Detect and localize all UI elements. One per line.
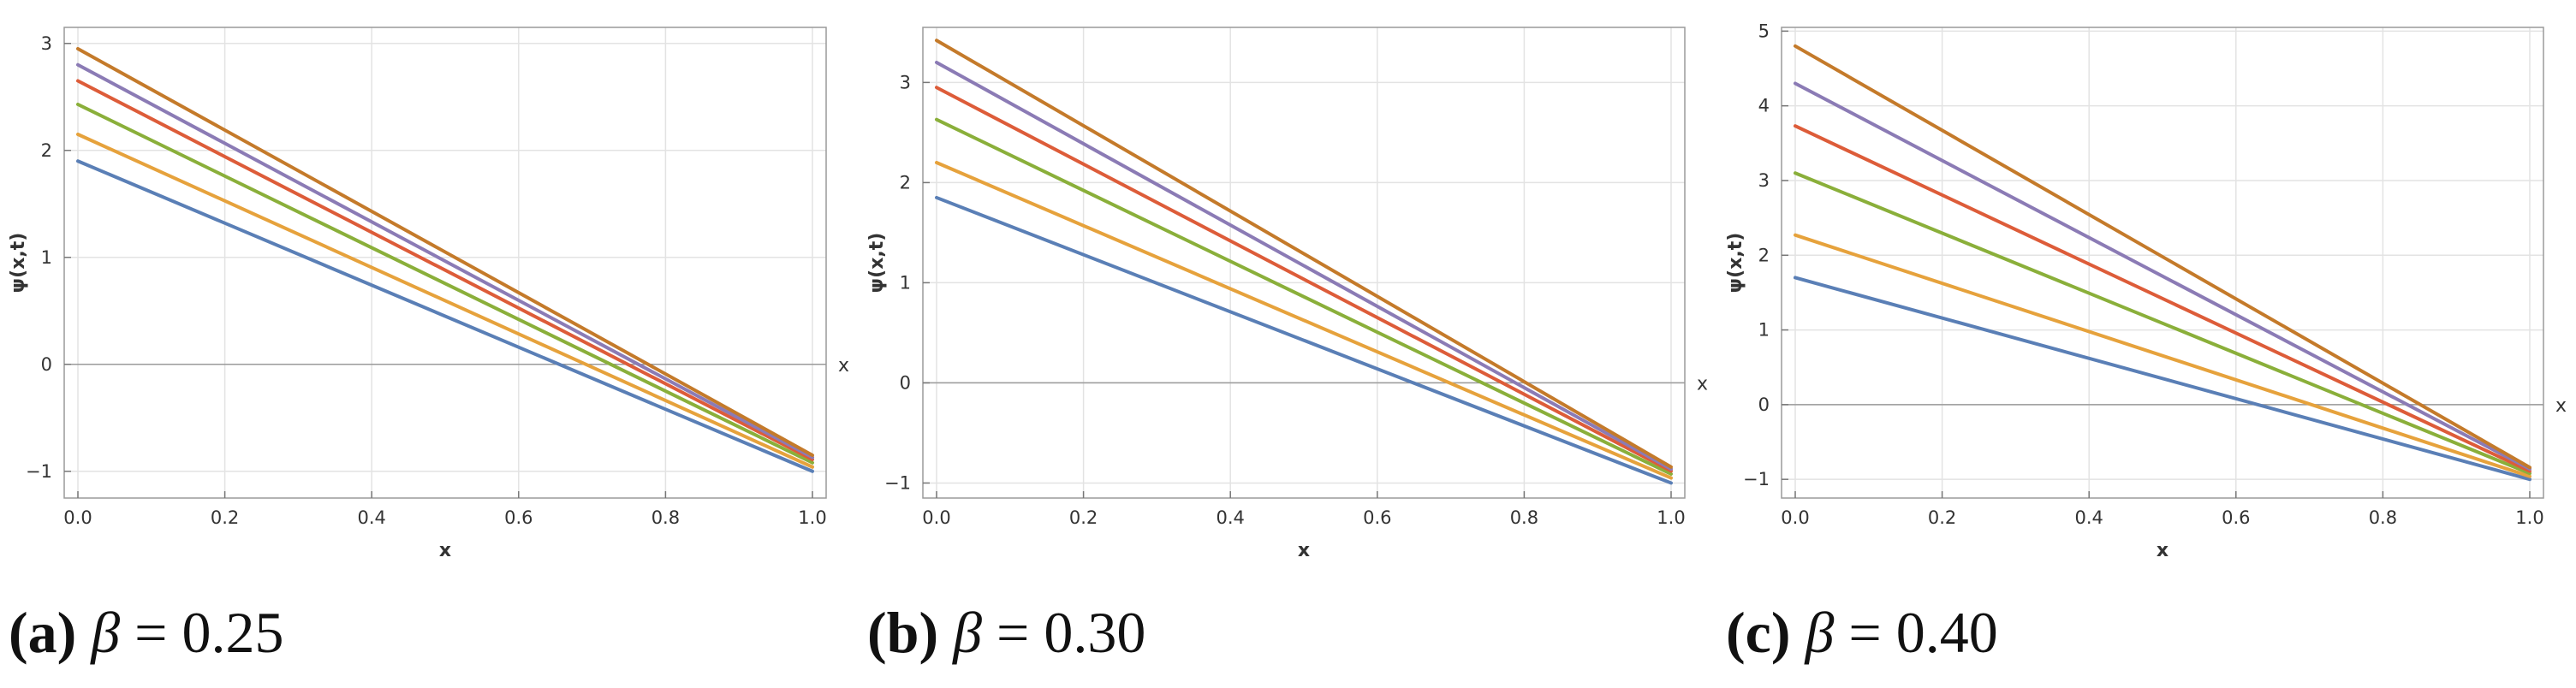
x-tick-label-1: 0.2 xyxy=(1928,507,1956,528)
caption-b-value: = 0.30 xyxy=(981,600,1146,665)
x-tick-label-0: 0.0 xyxy=(922,507,950,528)
x-tick-label-4: 0.8 xyxy=(2369,507,2397,528)
x-axis-end-label: x xyxy=(838,355,849,377)
y-tick-label-1: 0 xyxy=(1758,394,1770,415)
x-tick-label-1: 0.2 xyxy=(1069,507,1098,528)
y-tick-label-1: 0 xyxy=(41,354,52,375)
chart-c: 0.0 0.2 0.4 0.6 0.8 1.0 −1 0 1 2 3 4 5 x x ψ(x,t) xyxy=(1725,21,2567,561)
y-tick-label-2: 1 xyxy=(900,272,911,293)
caption-c: (c) β = 0.40 xyxy=(1726,599,1998,667)
caption-c-value: = 0.40 xyxy=(1834,600,1998,665)
series-line-2 xyxy=(1794,171,2531,476)
series-line-1 xyxy=(935,160,1673,480)
plot-frame xyxy=(922,27,1686,499)
caption-c-label: (c) xyxy=(1726,600,1791,665)
x-tick-label-0: 0.0 xyxy=(1781,507,1809,528)
series-line-5 xyxy=(76,47,814,457)
y-tick-label-3: 2 xyxy=(900,172,911,193)
series-line-0 xyxy=(1794,276,2531,482)
series-line-5 xyxy=(1794,44,2531,470)
x-axis-end-label: x xyxy=(1697,373,1708,394)
x-tick-label-1: 0.2 xyxy=(211,507,239,528)
series-line-4 xyxy=(1794,81,2531,471)
series-line-5 xyxy=(935,39,1673,469)
x-tick-label-2: 0.4 xyxy=(1216,507,1244,528)
plot-frame xyxy=(63,27,827,499)
caption-b: (b) β = 0.30 xyxy=(867,599,1145,667)
chart-panel-a: 0.0 0.2 0.4 0.6 0.8 1.0 −1 0 1 2 3 x x ψ(x,t) (a) β =… xyxy=(0,0,859,688)
x-tick-label-5: 1.0 xyxy=(2515,507,2543,528)
chart-b: 0.0 0.2 0.4 0.6 0.8 1.0 −1 0 1 2 3 x x ψ(x,t) xyxy=(866,27,1708,561)
caption-b-beta: β xyxy=(953,600,982,665)
y-axis-label: ψ(x,t) xyxy=(8,233,29,294)
chart-panel-b: 0.0 0.2 0.4 0.6 0.8 1.0 −1 0 1 2 3 x x ψ(x,t) (b) β =… xyxy=(859,0,1717,688)
plot-frame xyxy=(1781,27,2544,499)
x-axis-label: x xyxy=(2157,540,2168,561)
caption-c-beta: β xyxy=(1805,600,1835,665)
y-tick-label-4: 3 xyxy=(41,33,52,54)
series-line-2 xyxy=(76,103,814,465)
y-tick-label-0: −1 xyxy=(26,461,52,482)
y-tick-label-1: 0 xyxy=(900,372,911,393)
y-tick-label-6: 5 xyxy=(1758,21,1770,41)
x-tick-label-3: 0.6 xyxy=(1363,507,1391,528)
caption-a-beta: β xyxy=(91,600,121,665)
series-line-0 xyxy=(76,159,814,473)
series-line-1 xyxy=(76,133,814,469)
x-tick-label-3: 0.6 xyxy=(504,507,532,528)
y-tick-label-2: 1 xyxy=(1758,320,1770,341)
y-tick-label-3: 2 xyxy=(1758,245,1770,265)
y-tick-label-4: 3 xyxy=(1758,170,1770,191)
caption-a-label: (a) xyxy=(9,600,77,665)
x-tick-label-0: 0.0 xyxy=(63,507,92,528)
y-tick-label-2: 1 xyxy=(41,247,52,268)
series-line-4 xyxy=(935,60,1673,472)
series-line-4 xyxy=(76,62,814,460)
x-axis-end-label: x xyxy=(2555,395,2567,417)
series-line-3 xyxy=(1794,124,2531,473)
x-tick-label-2: 0.4 xyxy=(357,507,385,528)
y-tick-label-4: 3 xyxy=(900,72,911,92)
x-tick-label-3: 0.6 xyxy=(2222,507,2250,528)
caption-b-label: (b) xyxy=(867,600,939,665)
y-tick-label-3: 2 xyxy=(41,140,52,161)
x-tick-label-2: 0.4 xyxy=(2074,507,2103,528)
y-tick-label-0: −1 xyxy=(1743,469,1770,489)
chart-panel-c: 0.0 0.2 0.4 0.6 0.8 1.0 −1 0 1 2 3 4 5 x x ψ(x,t) (c) β… xyxy=(1717,0,2576,688)
x-axis-label: x xyxy=(1298,540,1310,561)
caption-a-value: = 0.25 xyxy=(120,600,284,665)
y-tick-label-5: 4 xyxy=(1758,96,1770,116)
series-line-2 xyxy=(935,117,1673,476)
x-axis-label: x xyxy=(439,540,451,561)
series-line-3 xyxy=(935,86,1673,473)
caption-a: (a) β = 0.25 xyxy=(9,599,284,667)
y-tick-label-0: −1 xyxy=(884,472,911,493)
x-tick-label-4: 0.8 xyxy=(1510,507,1538,528)
chart-a: 0.0 0.2 0.4 0.6 0.8 1.0 −1 0 1 2 3 x x ψ(x,t) xyxy=(8,27,849,561)
x-tick-label-4: 0.8 xyxy=(651,507,680,528)
series-line-1 xyxy=(1794,233,2531,478)
y-axis-label: ψ(x,t) xyxy=(866,233,888,294)
y-axis-label: ψ(x,t) xyxy=(1725,233,1746,294)
series-line-3 xyxy=(76,79,814,461)
series-line-0 xyxy=(935,195,1673,485)
x-tick-label-5: 1.0 xyxy=(1657,507,1685,528)
x-tick-label-5: 1.0 xyxy=(798,507,826,528)
